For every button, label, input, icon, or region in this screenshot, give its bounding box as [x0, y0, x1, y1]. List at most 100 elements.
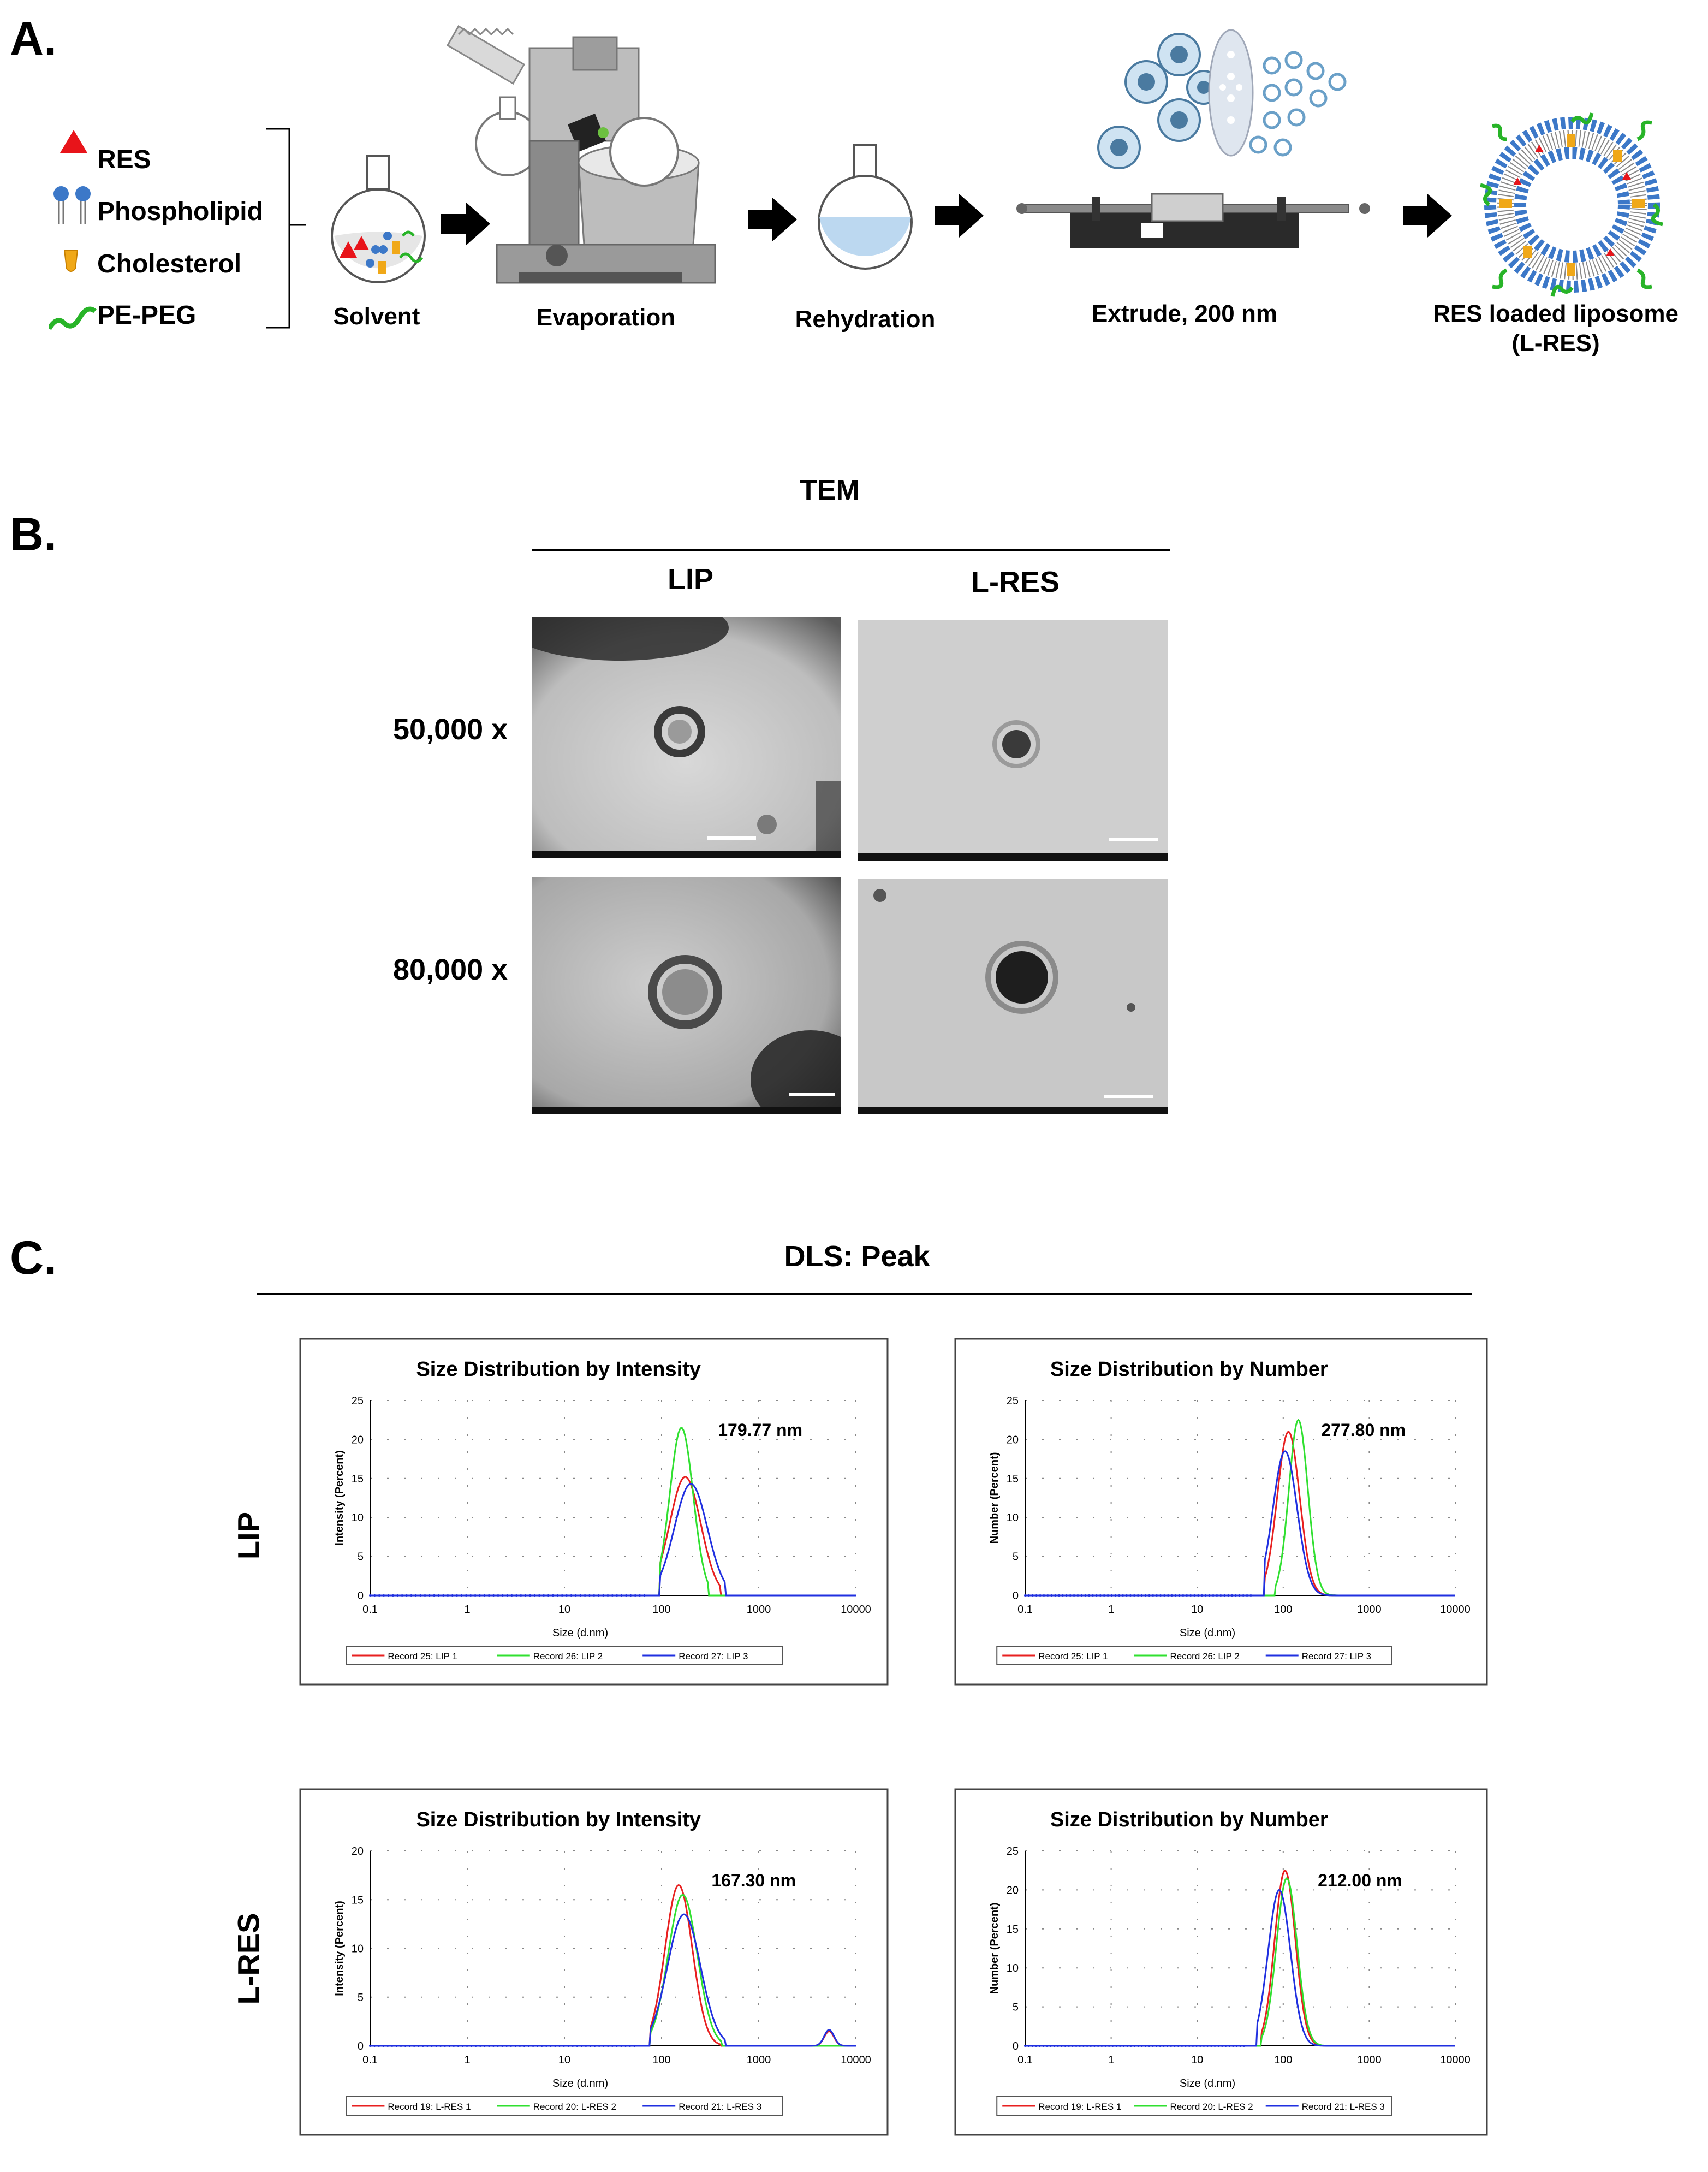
series-marker [395, 2045, 398, 2047]
series-marker [1065, 1594, 1068, 1597]
series-marker [1043, 1594, 1045, 1597]
x-tick-label: 1000 [747, 1604, 771, 1616]
series-marker [1050, 1594, 1053, 1597]
series-marker [396, 1594, 399, 1597]
series-marker [570, 1594, 573, 1597]
series-marker [639, 1594, 641, 1597]
series-marker [501, 1594, 504, 1597]
series-marker [1195, 2045, 1198, 2047]
liposome-icon [1480, 112, 1663, 297]
series-marker [624, 1594, 627, 1597]
series-marker [510, 2045, 513, 2047]
series-marker [1042, 2045, 1045, 2047]
series-marker [611, 1594, 614, 1597]
series-marker [1249, 1594, 1252, 1597]
legend-entry: Record 21: L-RES 3 [1302, 2102, 1385, 2112]
y-axis-label: Intensity (Percent) [334, 1901, 346, 1996]
series-marker [1108, 2045, 1110, 2047]
series-marker [1049, 2045, 1052, 2047]
x-tick-label: 100 [1274, 2054, 1292, 2066]
series-marker [1219, 1594, 1222, 1597]
series-marker [602, 1594, 605, 1597]
tem-image-lres-80000 [858, 879, 1168, 1114]
chart-frame [954, 1338, 1488, 1686]
legend-icons [49, 130, 97, 330]
series-marker [408, 2045, 411, 2047]
y-tick-label: 5 [358, 1992, 364, 2004]
series-marker [373, 2045, 376, 2047]
dls-row-lip: LIP [221, 1507, 276, 1562]
series-marker [1200, 1594, 1203, 1597]
dls-chart-lres-number: Size Distribution by Number 0 5 10 15 20 25 0.1… [954, 1788, 1488, 2136]
series-marker [514, 2045, 517, 2047]
series-marker [465, 1594, 467, 1597]
series-marker [1186, 1594, 1188, 1597]
panel-b-letter: B. [10, 508, 57, 561]
series-marker [1192, 2045, 1194, 2047]
series-marker [574, 1594, 577, 1597]
arrow-right-icon [441, 202, 490, 246]
series-marker [620, 2045, 622, 2047]
series-marker [1090, 2045, 1092, 2047]
y-tick-label: 15 [352, 1473, 364, 1485]
legend-phospholipid: Phospholipid [97, 197, 263, 226]
series-marker [497, 2045, 499, 2047]
series-marker [1088, 1594, 1091, 1597]
series-marker [1208, 1594, 1211, 1597]
series-marker [378, 1594, 380, 1597]
series-marker [400, 2045, 402, 2047]
series-marker [616, 1594, 618, 1597]
peak-annotation: 179.77 nm [718, 1420, 802, 1440]
y-tick-label: 5 [1013, 1551, 1019, 1563]
series-marker [492, 1594, 495, 1597]
series-marker [566, 1594, 568, 1597]
series-marker [1221, 2045, 1223, 2047]
series-marker [1242, 2045, 1245, 2047]
x-axis-label: Size (d.nm) [1180, 1627, 1235, 1639]
x-axis-label: Size (d.nm) [552, 2078, 608, 2090]
series-marker [378, 2045, 380, 2047]
series-marker [589, 2045, 592, 2047]
series-marker [633, 2045, 636, 2047]
series-marker [1075, 2045, 1078, 2047]
series-marker [506, 1594, 509, 1597]
series-marker [584, 1594, 586, 1597]
arrow-right-icon [1403, 194, 1452, 238]
series-marker [442, 1594, 444, 1597]
y-tick-label: 5 [358, 1551, 364, 1563]
x-tick-label: 10000 [1440, 2054, 1471, 2066]
legend-entry: Record 19: L-RES 1 [1038, 2102, 1121, 2112]
step-evaporation-label: Evaporation [536, 304, 676, 331]
series-marker [1093, 2045, 1096, 2047]
peak-annotation: 277.80 nm [1321, 1420, 1406, 1440]
y-tick-label: 10 [352, 1943, 364, 1955]
y-axis-label: Intensity (Percent) [334, 1450, 346, 1545]
chart-title: Size Distribution by Number [1050, 1808, 1328, 1831]
series-marker [456, 1594, 459, 1597]
series-marker [543, 1594, 545, 1597]
solvent-flask-icon [331, 155, 426, 283]
series-marker [1155, 2045, 1158, 2047]
series-marker [1027, 1594, 1030, 1597]
y-tick-label: 15 [1007, 1473, 1019, 1485]
series-marker [588, 1594, 591, 1597]
series-marker [1129, 1594, 1132, 1597]
rehydration-flask-icon [818, 144, 913, 270]
legend-bracket [266, 128, 306, 329]
series-marker [479, 2045, 481, 2047]
final-label-line2: (L-RES) [1511, 330, 1600, 357]
series-marker [1181, 2045, 1183, 2047]
series-marker [448, 2045, 451, 2047]
series-marker [437, 1594, 440, 1597]
series-marker [1167, 1594, 1169, 1597]
series-marker [1185, 2045, 1187, 2047]
series-marker [1100, 2045, 1103, 2047]
y-tick-label: 20 [352, 1845, 364, 1858]
y-tick-label: 0 [358, 1590, 364, 1602]
series-marker [469, 1594, 472, 1597]
legend-entry: Record 25: LIP 1 [388, 1651, 457, 1661]
tem-row-50000: 50,000 x [393, 713, 508, 746]
series-marker [1031, 2045, 1034, 2047]
series-marker [391, 1594, 394, 1597]
y-tick-label: 20 [352, 1434, 364, 1446]
